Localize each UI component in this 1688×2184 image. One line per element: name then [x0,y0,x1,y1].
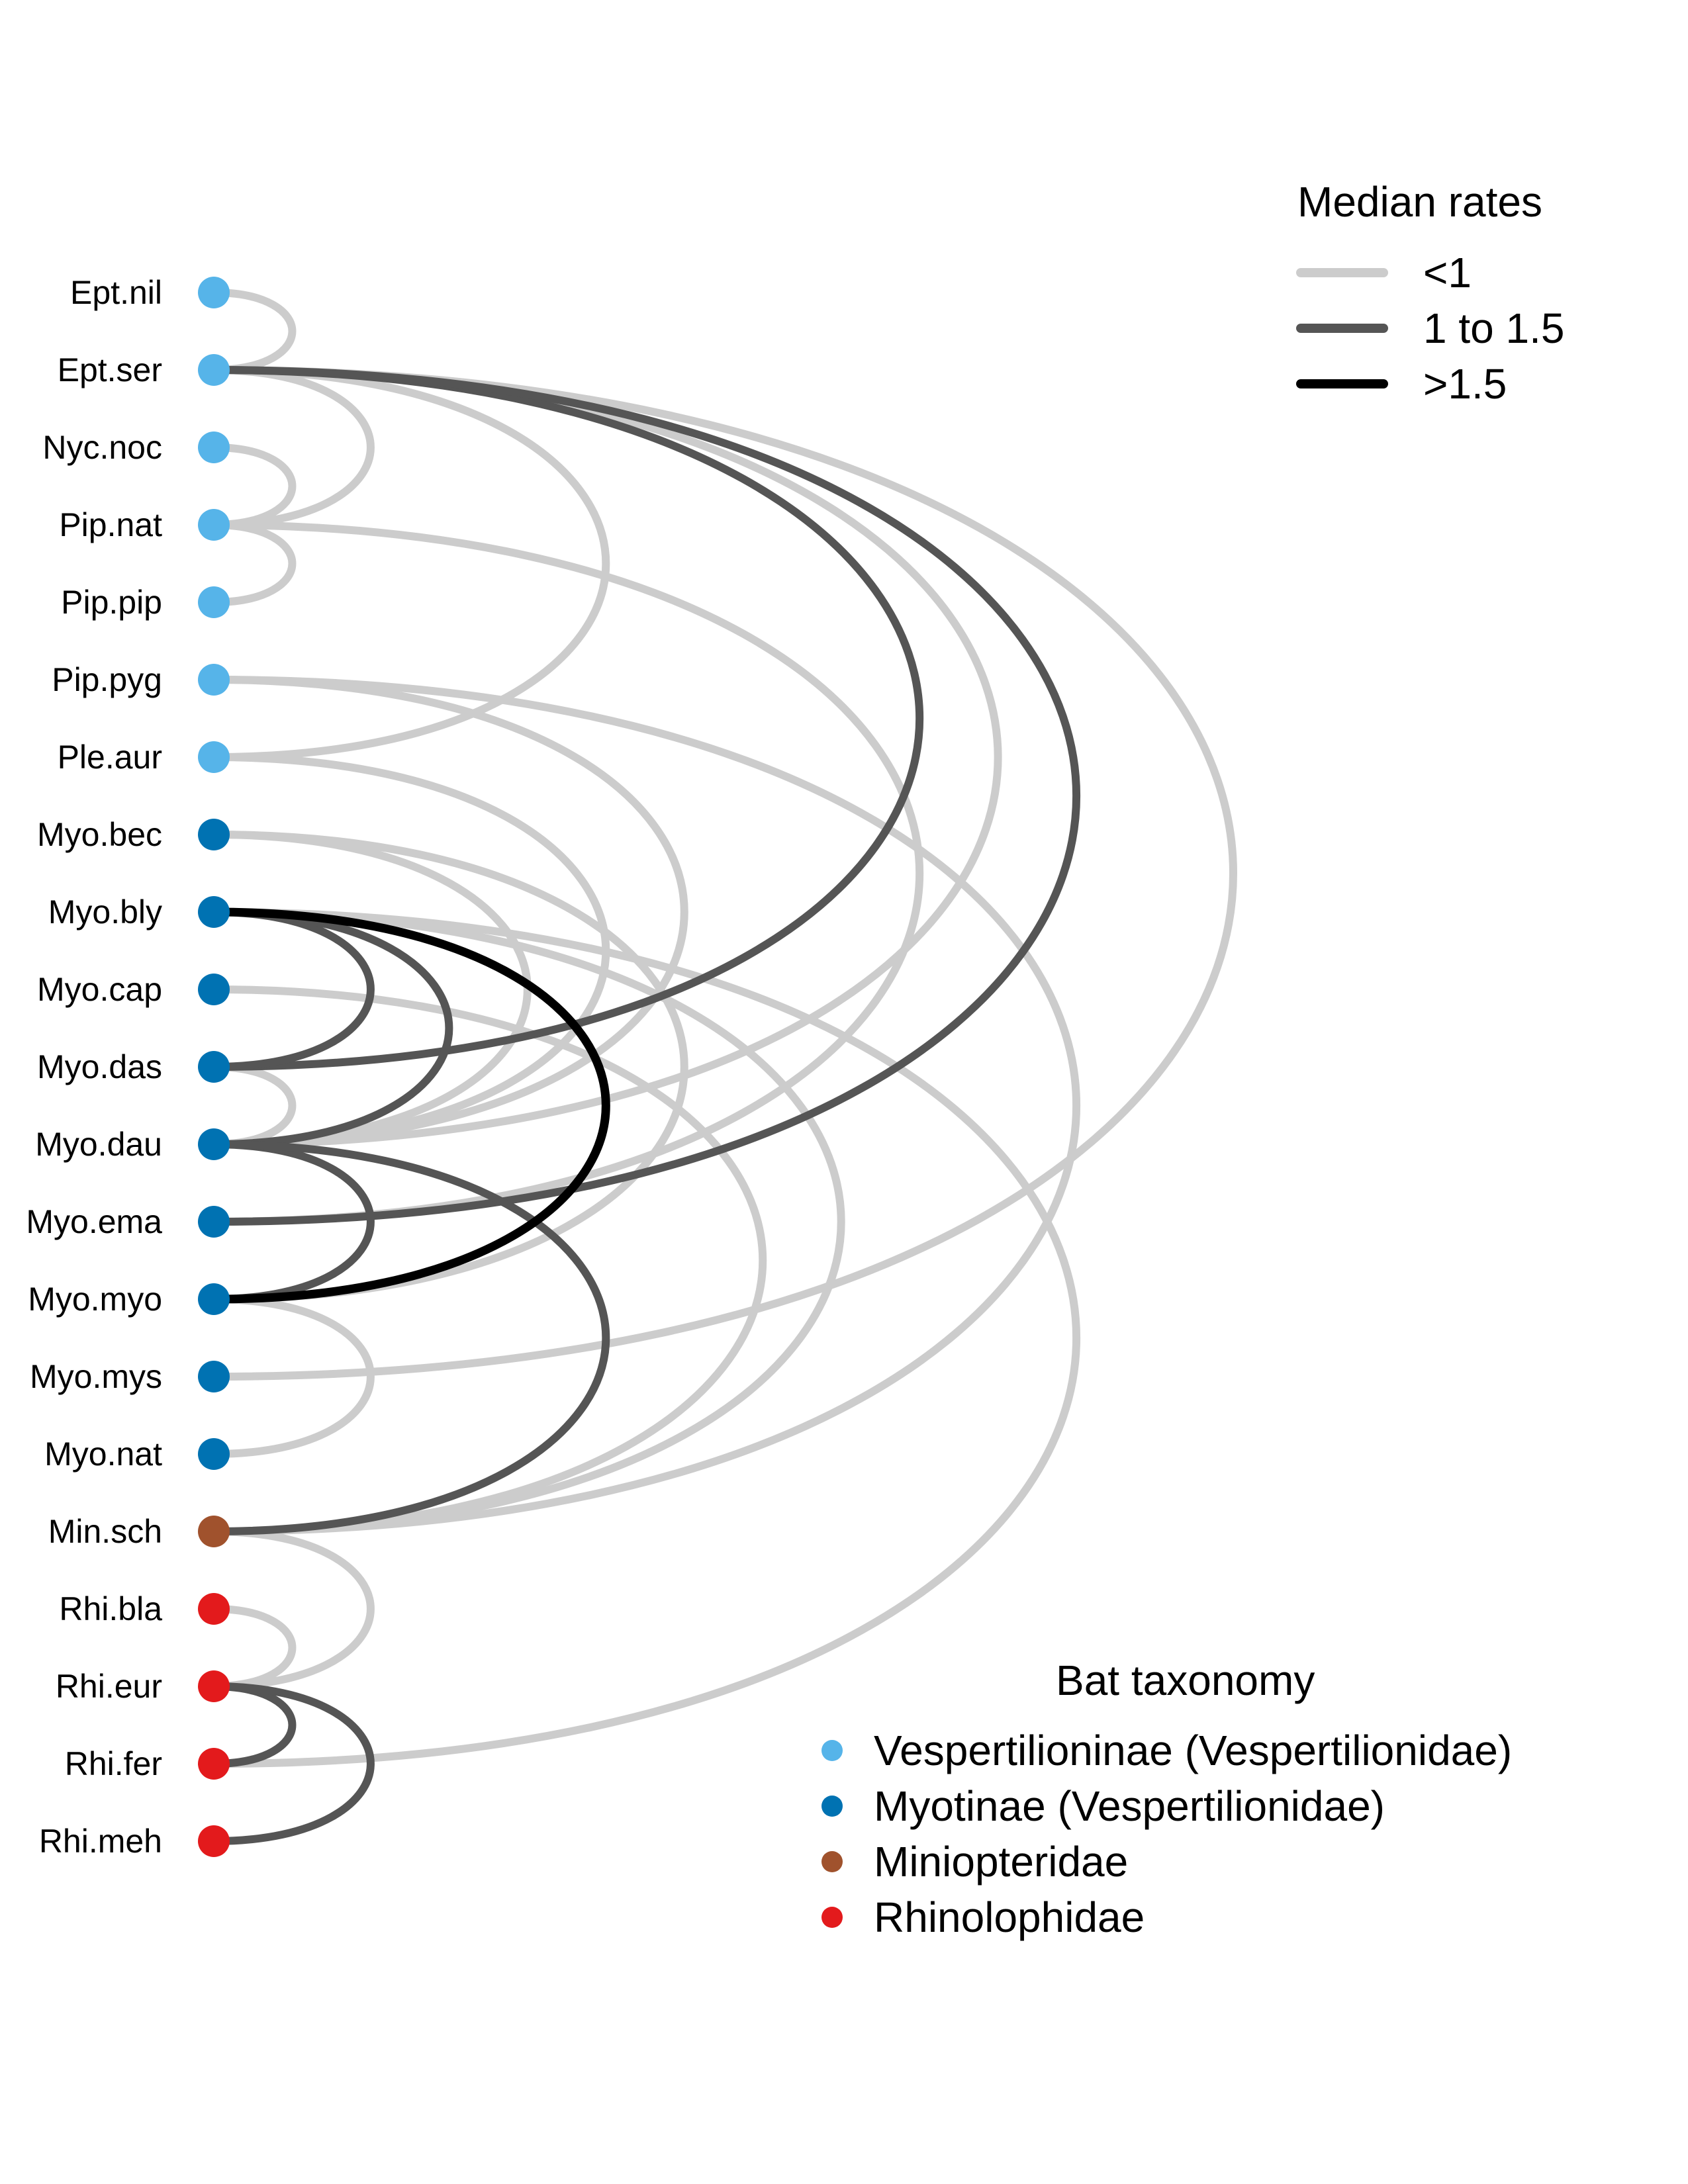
edge-min-sch-rhi-eur [210,1527,375,1690]
edge-ept-ser-myo-dau [210,366,1002,1148]
node-myo-ema [198,1206,230,1238]
legend-taxonomy-label-myotinae: Myotinae (Vespertilionidae) [874,1782,1385,1830]
node-label-myo-cap: Myo.cap [37,971,162,1008]
node-label-rhi-eur: Rhi.eur [56,1668,162,1705]
edge-myo-bly-rhi-fer [210,908,1081,1768]
edge-pip-nat-pip-pip [210,521,297,606]
legend-median-rates-title: Median rates [1297,178,1542,226]
node-myo-nat [198,1438,230,1470]
edge-myo-cap-min-sch [210,985,767,1535]
node-label-myo-ema: Myo.ema [26,1203,162,1240]
node-label-myo-mys: Myo.mys [30,1358,162,1395]
node-label-min-sch: Min.sch [48,1513,162,1550]
edge-pip-nat-myo-ema [210,521,923,1226]
node-myo-das [198,1051,230,1083]
node-label-myo-myo: Myo.myo [28,1281,162,1318]
edge-rhi-bla-rhi-eur [210,1605,297,1690]
node-pip-pyg [198,664,230,696]
node-pip-nat [198,509,230,541]
node-label-nyc-noc: Nyc.noc [42,429,162,466]
edge-rhi-eur-rhi-fer [210,1682,297,1768]
edge-myo-dau-myo-myo [210,1140,375,1303]
node-label-ple-aur: Ple.aur [58,739,162,776]
legend-taxonomy-swatch-rhinolophidae [821,1907,843,1928]
legend-rate-label-0: <1 [1423,249,1472,296]
legend-taxonomy-label-rhinolophidae: Rhinolophidae [874,1893,1145,1941]
node-nyc-noc [198,432,230,463]
edge-ept-ser-pip-nat [210,366,375,529]
node-label-pip-pip: Pip.pip [61,584,162,621]
node-label-rhi-bla: Rhi.bla [59,1590,162,1627]
node-label-pip-pyg: Pip.pyg [52,661,162,698]
legend-taxonomy-swatch-myotinae [821,1796,843,1817]
node-pip-pip [198,586,230,618]
node-label-rhi-meh: Rhi.meh [39,1823,162,1860]
node-label-rhi-fer: Rhi.fer [65,1745,162,1782]
node-ept-nil [198,277,230,308]
legend-median-rates: Median rates <1 1 to 1.5 >1.5 [1296,178,1565,408]
edge-myo-bly-myo-dau [210,908,453,1148]
node-myo-myo [198,1283,230,1315]
node-label-ept-nil: Ept.nil [70,274,162,311]
edge-myo-dau-min-sch [210,1140,610,1535]
edge-pip-pyg-min-sch [210,676,1081,1535]
node-label-myo-bly: Myo.bly [48,893,162,931]
edge-ept-ser-ple-aur [210,366,610,761]
edge-nyc-noc-pip-nat [210,443,297,529]
legend-taxonomy-label-miniopteridae: Miniopteridae [874,1838,1128,1886]
edge-pip-pyg-myo-dau [210,676,688,1148]
node-ple-aur [198,741,230,773]
legend-taxonomy-label-vespertilioninae: Vespertilioninae (Vespertilionidae) [874,1727,1512,1774]
edge-myo-bly-myo-myo [209,907,610,1304]
node-layer: Ept.nil Ept.ser Nyc.noc Pip.nat Pip.pip Pip.p… [26,274,230,1860]
node-label-myo-bec: Myo.bec [37,816,162,853]
edge-myo-myo-myo-nat [210,1295,375,1458]
node-rhi-eur [198,1670,230,1702]
node-rhi-bla [198,1593,230,1625]
edge-myo-das-myo-dau [210,1063,297,1148]
legend-rate-label-2: >1.5 [1423,360,1507,408]
edge-ept-ser-myo-das [210,366,923,1071]
node-rhi-fer [198,1748,230,1780]
node-label-pip-nat: Pip.nat [59,506,162,543]
node-myo-mys [198,1361,230,1392]
node-min-sch [198,1516,230,1547]
edge-myo-bly-min-sch [210,908,845,1535]
legend-taxonomy-swatch-vespertilioninae [821,1740,843,1761]
edge-layer [209,289,1238,1845]
node-myo-dau [198,1128,230,1160]
node-label-myo-dau: Myo.dau [35,1126,162,1163]
edge-myo-bec-myo-myo [210,831,688,1303]
node-ept-ser [198,354,230,386]
edge-rhi-eur-rhi-meh [210,1682,375,1845]
node-myo-cap [198,974,230,1005]
node-label-ept-ser: Ept.ser [58,351,162,388]
edge-ept-nil-ept-ser [210,289,297,374]
legend-taxonomy-swatch-miniopteridae [821,1851,843,1872]
node-rhi-meh [198,1825,230,1857]
node-myo-bec [198,819,230,850]
legend-rate-label-1: 1 to 1.5 [1423,304,1565,352]
legend-bat-taxonomy: Bat taxonomy Vespertilioninae (Vespertil… [821,1657,1512,1941]
legend-bat-taxonomy-title: Bat taxonomy [1056,1657,1315,1704]
node-label-myo-das: Myo.das [37,1048,162,1085]
node-myo-bly [198,896,230,928]
edge-ept-ser-myo-ema [210,366,1081,1226]
node-label-myo-nat: Myo.nat [44,1435,162,1473]
